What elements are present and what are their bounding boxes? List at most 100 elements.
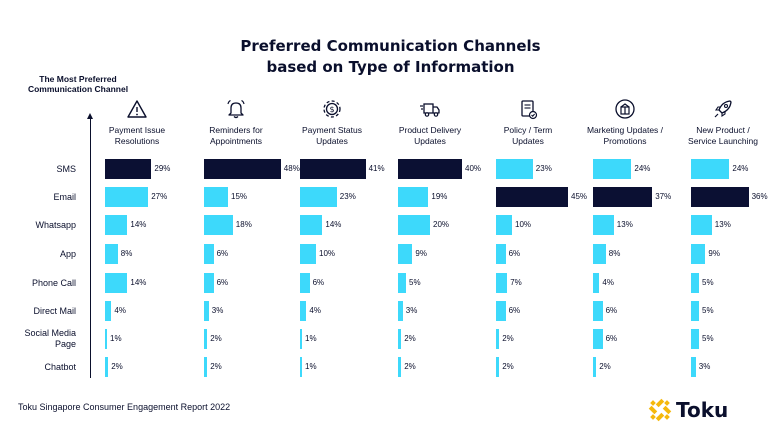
bar-payment-issue-resolutions-app [105, 244, 118, 264]
row-label-email: Email [53, 192, 76, 203]
bar-product-delivery-updates-phone-call [398, 273, 406, 293]
row-label-line: Phone Call [31, 277, 76, 288]
column-title: Marketing Updates / Promotions [570, 125, 680, 147]
y-axis-title: The Most Preferred Communication Channel [18, 74, 138, 94]
data-label: 14% [325, 220, 342, 229]
column-header-policy-term-updates: Policy / Term Updates [473, 98, 583, 147]
row-label-line: SMS [56, 163, 76, 174]
chart-title-line-2: based on Type of Information [266, 58, 515, 76]
data-label: 6% [508, 306, 521, 315]
policy-document-icon [473, 98, 583, 120]
data-label: 6% [605, 334, 618, 343]
bell-icon [181, 98, 291, 120]
data-label: 1% [305, 362, 317, 371]
data-label: 6% [605, 306, 618, 315]
chart-title-line-1: Preferred Communication Channels [240, 37, 541, 55]
bar-payment-status-updates-whatsapp [300, 215, 323, 235]
bar-marketing-updates-promotions-sms [593, 159, 632, 179]
data-label: 2% [599, 362, 611, 371]
data-label: 20% [433, 220, 450, 229]
bar-reminders-for-appointments-email [204, 187, 228, 207]
data-label: 6% [508, 249, 521, 258]
bar-payment-status-updates-direct-mail [300, 301, 307, 321]
data-label: 41% [368, 164, 385, 173]
data-label: 6% [216, 278, 229, 287]
row-label-line: Email [53, 191, 76, 202]
column-header-marketing-updates-promotions: Marketing Updates / Promotions [570, 98, 680, 147]
bar-policy-term-updates-social-media-page [496, 329, 500, 349]
bar-policy-term-updates-whatsapp [496, 215, 512, 235]
data-label: 10% [319, 249, 336, 258]
column-title-line: Payment Issue [108, 125, 166, 135]
gear-dollar-icon: $ [277, 98, 387, 120]
data-label: 5% [702, 306, 714, 315]
row-label-phone-call: Phone Call [32, 278, 76, 289]
bar-product-delivery-updates-social-media-page [398, 329, 402, 349]
data-label: 1% [110, 334, 122, 343]
data-label: 24% [634, 164, 651, 173]
data-label: 14% [130, 220, 147, 229]
bar-policy-term-updates-phone-call [496, 273, 508, 293]
toku-logo: Toku [648, 398, 728, 422]
data-label: 2% [210, 334, 222, 343]
bar-marketing-updates-promotions-phone-call [593, 273, 600, 293]
bar-product-delivery-updates-email [398, 187, 429, 207]
data-label: 9% [708, 249, 720, 258]
row-label-sms: SMS [56, 164, 76, 175]
bar-policy-term-updates-chatbot [496, 357, 500, 377]
data-label: 23% [535, 164, 552, 173]
data-label: 37% [655, 192, 672, 201]
data-label: 8% [120, 249, 133, 258]
bar-marketing-updates-promotions-social-media-page [593, 329, 603, 349]
data-label: 6% [312, 278, 325, 287]
column-title: Reminders for Appointments [181, 125, 291, 147]
y-axis-title-line-1: The Most Preferred [39, 74, 117, 84]
data-label: 3% [211, 306, 224, 315]
row-label-whatsapp: Whatsapp [35, 220, 76, 231]
bar-product-delivery-updates-direct-mail [398, 301, 403, 321]
svg-text:$: $ [329, 105, 334, 114]
data-label: 10% [515, 220, 532, 229]
delivery-truck-icon [375, 98, 485, 120]
bar-reminders-for-appointments-whatsapp [204, 215, 233, 235]
column-header-product-delivery-updates: Product Delivery Updates [375, 98, 485, 147]
column-title-line: Updates [512, 136, 544, 146]
bar-product-delivery-updates-whatsapp [398, 215, 430, 235]
bar-payment-issue-resolutions-whatsapp [105, 215, 128, 235]
y-axis-arrow [87, 113, 93, 119]
column-title-line: New Product / [696, 125, 750, 135]
bar-payment-issue-resolutions-email [105, 187, 149, 207]
data-label: 2% [502, 334, 514, 343]
data-label: 8% [608, 249, 621, 258]
row-label-app: App [60, 249, 76, 260]
bar-payment-issue-resolutions-phone-call [105, 273, 128, 293]
bar-new-product-service-launching-direct-mail [691, 301, 699, 321]
column-title-line: Reminders for [209, 125, 263, 135]
column-title-line: Updates [316, 136, 348, 146]
column-title: Payment Status Updates [277, 125, 387, 147]
y-axis-line [90, 118, 91, 378]
column-title: Policy / Term Updates [473, 125, 583, 147]
data-label: 2% [404, 334, 416, 343]
bar-payment-status-updates-app [300, 244, 316, 264]
bar-marketing-updates-promotions-app [593, 244, 606, 264]
data-label: 2% [502, 362, 514, 371]
data-label: 40% [465, 164, 482, 173]
bar-reminders-for-appointments-social-media-page [204, 329, 208, 349]
column-title-line: Appointments [210, 136, 262, 146]
column-title: New Product / Service Launching [668, 125, 778, 147]
bar-product-delivery-updates-chatbot [398, 357, 402, 377]
chart-title: Preferred Communication Channels based o… [0, 36, 781, 78]
column-title-line: Product Delivery [398, 125, 462, 135]
rocket-icon [668, 98, 778, 120]
row-label-line: Direct Mail [33, 305, 76, 316]
bar-reminders-for-appointments-phone-call [204, 273, 214, 293]
bar-reminders-for-appointments-app [204, 244, 214, 264]
data-label: 2% [404, 362, 416, 371]
bar-payment-status-updates-phone-call [300, 273, 310, 293]
data-label: 24% [732, 164, 749, 173]
data-label: 27% [151, 192, 168, 201]
bar-payment-status-updates-chatbot [300, 357, 302, 377]
data-label: 4% [602, 278, 614, 287]
bar-payment-issue-resolutions-direct-mail [105, 301, 112, 321]
